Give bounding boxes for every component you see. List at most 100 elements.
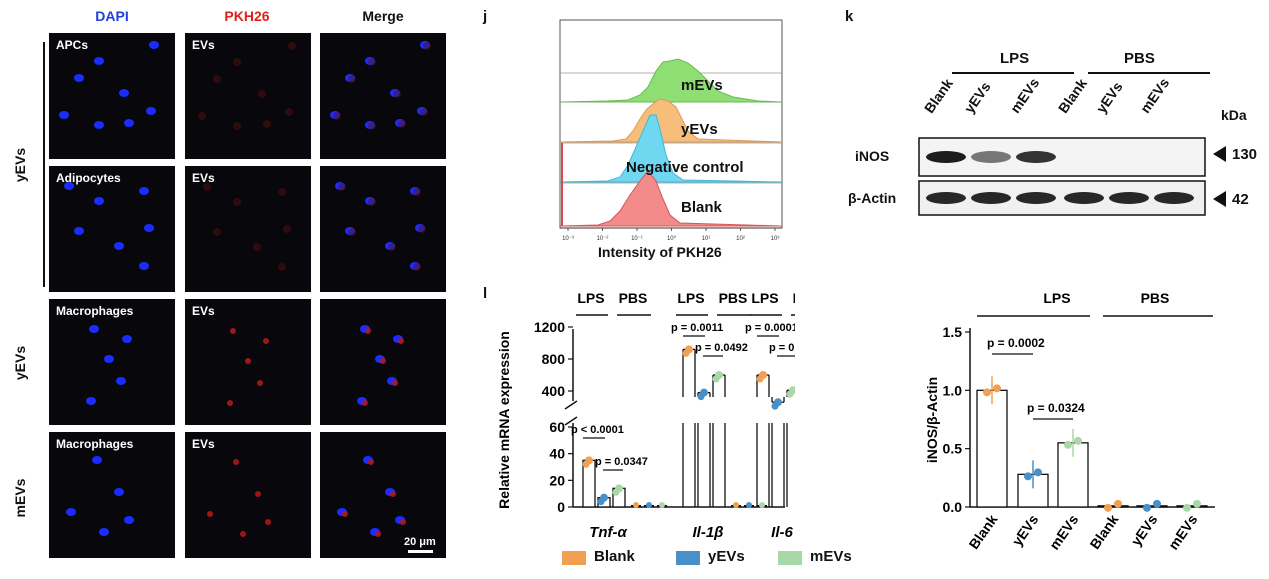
ratio-point [1104,503,1112,512]
scale-bar [408,550,433,553]
ev-stain [233,198,241,206]
ev-stain [348,228,356,236]
ev-stain [227,400,233,406]
mrna-group-label-pbs: PBS [793,290,795,306]
tile-label: EVs [192,38,215,52]
ratio-category-label: yEVs [1128,511,1161,548]
gene-label: Tnf-α [589,524,627,541]
ratio-point [1114,499,1122,508]
western-lps-label: LPS [1000,50,1030,67]
micrograph-tile [320,299,446,425]
ev-stain [240,531,246,537]
micrograph-tile: Adipocytes [49,166,175,292]
nucleus-stain [139,187,149,195]
micrograph-image [227,328,269,406]
histogram-tick-label: 10⁻³ [562,236,574,242]
mrna-point [659,502,665,508]
ratio-y-tick-label: 0.0 [943,499,963,515]
nucleus-stain [89,325,99,333]
tile-label: EVs [192,171,215,185]
ev-stain [390,491,396,497]
ev-stain [398,120,406,128]
tile-label: Macrophages [56,437,134,451]
y-tick-label: 0 [557,499,565,515]
band-actin [1016,192,1056,204]
panel-l-letter: l [483,285,488,302]
ev-stain [388,243,396,251]
ev-stain [392,380,398,386]
micrograph-image [330,41,431,130]
histogram-tick-label: 10¹ [702,236,711,242]
micrograph-image [207,459,271,537]
nucleus-stain [124,119,134,127]
ev-stain [233,122,241,130]
lane-label: mEVs [1136,74,1173,116]
mrna-point [746,502,752,508]
micrograph-image [59,41,159,129]
p-value: p = 0.0001 [745,322,795,334]
nucleus-stain [66,508,76,516]
lane-label: mEVs [1006,74,1043,116]
group-label-yevs-1: yEVs [12,147,28,183]
ev-stain [263,120,271,128]
histogram-tick-label: 10³ [771,236,780,242]
ev-stain [285,108,293,116]
kda-arrow-130 [1213,146,1226,162]
mrna-point [756,375,764,383]
mrna-point [712,375,720,383]
ev-stain [207,511,213,517]
ev-stain [213,75,221,83]
ev-stain [333,112,341,120]
nucleus-stain [116,377,126,385]
blot-row-label-inos: iNOS [855,148,890,164]
p-value: p = 0.0347 [595,456,648,468]
ratio-bar [1176,505,1208,508]
legend-swatch [676,551,700,565]
micrograph-image [203,183,291,271]
band-actin [1154,192,1194,204]
mrna-group-label-lps: LPS [751,290,778,306]
mrna-point [786,390,794,398]
nucleus-stain [94,197,104,205]
ev-stain [338,183,346,191]
ratio-category-label: Blank [1086,511,1121,552]
ev-stain [253,243,261,251]
mrna-group-label-pbs: PBS [619,290,648,306]
ratio-point [1064,440,1072,449]
ratio-point [1034,468,1042,477]
ratio-category-label: mEVs [1165,511,1201,552]
ratio-y-tick-label: 1.0 [943,382,963,398]
micrograph-tile: APCs [49,33,175,159]
ev-stain [230,328,236,334]
histogram-blank-spike [561,143,563,226]
histogram-tick-label: 10⁻² [597,236,609,242]
band-inos [1016,151,1056,163]
band-actin [971,192,1011,204]
micrograph-tile: EVs [185,166,311,292]
nucleus-stain [94,121,104,129]
band-actin [926,192,966,204]
y-tick-label: 40 [549,446,565,462]
p-value: p = 0.0011 [671,322,723,334]
ev-stain [380,358,386,364]
western-pbs-line [1088,72,1210,74]
blot-frame-inos [918,137,1206,177]
ev-stain [413,188,421,196]
micrograph-tile: EVs [185,299,311,425]
ev-stain [375,531,381,537]
nucleus-stain [149,41,159,49]
histogram-xlabel: Intensity of PKH26 [598,244,722,260]
legend-label: Blank [594,548,635,565]
ev-stain [233,58,241,66]
mrna-chart: Relative mRNA expression 1200 800 400 60 40 20… [496,290,795,541]
ratio-group-label-pbs: PBS [1141,290,1170,306]
ratio-bar [1136,505,1168,508]
legend-blank-label: Blank [681,199,722,216]
group-label-yevs-2: yEVs [12,345,28,381]
ratio-ylabel: iNOS/β-Actin [924,377,940,463]
ratio-category-label: yEVs [1009,511,1042,548]
mrna-group-label-lps: LPS [677,290,704,306]
panel-k-letter: k [845,8,854,25]
ratio-point [1074,436,1082,445]
ev-stain [398,338,404,344]
